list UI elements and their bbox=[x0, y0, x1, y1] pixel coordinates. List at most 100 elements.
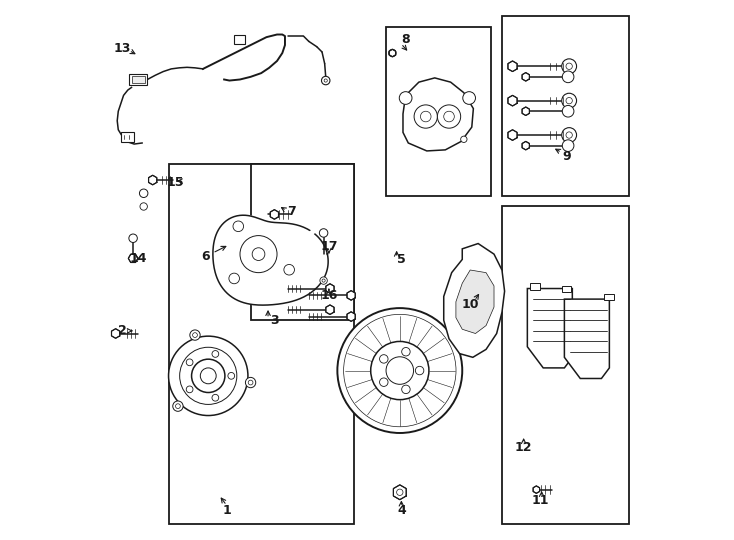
Polygon shape bbox=[326, 284, 334, 293]
Circle shape bbox=[562, 93, 577, 108]
Circle shape bbox=[414, 105, 437, 128]
Circle shape bbox=[338, 308, 462, 433]
Text: 9: 9 bbox=[563, 150, 571, 163]
Circle shape bbox=[322, 279, 325, 282]
Circle shape bbox=[240, 235, 277, 273]
Bar bbox=[502, 206, 629, 524]
Bar bbox=[530, 283, 539, 289]
Circle shape bbox=[396, 489, 403, 495]
Circle shape bbox=[371, 341, 429, 400]
Circle shape bbox=[566, 98, 573, 104]
Bar bbox=[131, 76, 145, 83]
Polygon shape bbox=[508, 61, 517, 71]
Circle shape bbox=[461, 136, 467, 143]
Circle shape bbox=[462, 92, 476, 104]
Bar bbox=[604, 294, 614, 300]
Circle shape bbox=[229, 273, 239, 284]
Circle shape bbox=[252, 248, 265, 260]
Polygon shape bbox=[213, 215, 328, 305]
Polygon shape bbox=[393, 485, 406, 500]
Bar bbox=[562, 286, 571, 292]
Text: 6: 6 bbox=[201, 250, 210, 264]
Circle shape bbox=[140, 203, 148, 210]
Circle shape bbox=[186, 359, 193, 366]
Bar bbox=[121, 132, 134, 142]
Text: 12: 12 bbox=[515, 441, 532, 454]
Polygon shape bbox=[508, 130, 517, 140]
Circle shape bbox=[212, 350, 219, 357]
Circle shape bbox=[192, 359, 225, 393]
Circle shape bbox=[245, 377, 255, 388]
Bar bbox=[169, 164, 354, 524]
Circle shape bbox=[401, 385, 410, 394]
Circle shape bbox=[324, 79, 327, 82]
Circle shape bbox=[284, 265, 294, 275]
Bar bbox=[250, 164, 354, 320]
Text: 4: 4 bbox=[397, 504, 406, 517]
Circle shape bbox=[175, 404, 181, 409]
Circle shape bbox=[389, 49, 396, 57]
Circle shape bbox=[379, 378, 388, 387]
Circle shape bbox=[444, 111, 454, 122]
Circle shape bbox=[562, 140, 574, 151]
Bar bbox=[385, 26, 491, 196]
Circle shape bbox=[212, 394, 219, 401]
Text: 8: 8 bbox=[401, 33, 410, 46]
Polygon shape bbox=[522, 141, 529, 150]
Text: 10: 10 bbox=[462, 298, 479, 311]
Polygon shape bbox=[444, 244, 504, 357]
Polygon shape bbox=[522, 107, 529, 116]
Polygon shape bbox=[527, 288, 573, 368]
Circle shape bbox=[129, 234, 137, 242]
Circle shape bbox=[401, 348, 410, 356]
Circle shape bbox=[421, 111, 431, 122]
Circle shape bbox=[172, 401, 183, 411]
Polygon shape bbox=[128, 254, 138, 262]
Circle shape bbox=[139, 189, 148, 198]
Circle shape bbox=[228, 373, 235, 379]
Circle shape bbox=[344, 314, 456, 427]
Bar bbox=[502, 16, 629, 196]
Circle shape bbox=[200, 368, 217, 384]
Text: 5: 5 bbox=[397, 253, 406, 266]
Polygon shape bbox=[112, 329, 120, 338]
Polygon shape bbox=[270, 210, 278, 219]
Polygon shape bbox=[389, 49, 396, 57]
Circle shape bbox=[319, 229, 328, 237]
Text: 13: 13 bbox=[114, 42, 131, 55]
Polygon shape bbox=[456, 270, 494, 334]
Circle shape bbox=[248, 380, 253, 385]
Bar bbox=[233, 35, 245, 44]
Text: 17: 17 bbox=[320, 240, 338, 253]
Circle shape bbox=[562, 59, 577, 73]
Circle shape bbox=[386, 357, 413, 384]
Circle shape bbox=[437, 105, 461, 128]
Circle shape bbox=[192, 333, 197, 338]
Text: 15: 15 bbox=[167, 176, 184, 189]
Polygon shape bbox=[508, 96, 517, 106]
Circle shape bbox=[186, 386, 193, 393]
Polygon shape bbox=[326, 305, 334, 314]
Polygon shape bbox=[564, 299, 609, 379]
Circle shape bbox=[562, 127, 577, 143]
Circle shape bbox=[566, 63, 573, 70]
Circle shape bbox=[321, 76, 330, 85]
Circle shape bbox=[562, 105, 574, 117]
Polygon shape bbox=[347, 312, 355, 321]
Text: 14: 14 bbox=[130, 252, 147, 265]
Circle shape bbox=[415, 366, 424, 375]
Polygon shape bbox=[522, 72, 529, 81]
Polygon shape bbox=[403, 78, 473, 151]
Circle shape bbox=[180, 347, 237, 404]
Text: 2: 2 bbox=[118, 325, 127, 338]
Circle shape bbox=[566, 132, 573, 138]
Text: 16: 16 bbox=[320, 289, 338, 302]
Circle shape bbox=[233, 221, 244, 232]
Bar bbox=[129, 74, 148, 85]
Text: 7: 7 bbox=[288, 205, 297, 218]
Text: 3: 3 bbox=[270, 314, 279, 327]
Polygon shape bbox=[533, 486, 539, 494]
Circle shape bbox=[190, 330, 200, 340]
Circle shape bbox=[562, 71, 574, 83]
Text: 11: 11 bbox=[532, 494, 549, 507]
